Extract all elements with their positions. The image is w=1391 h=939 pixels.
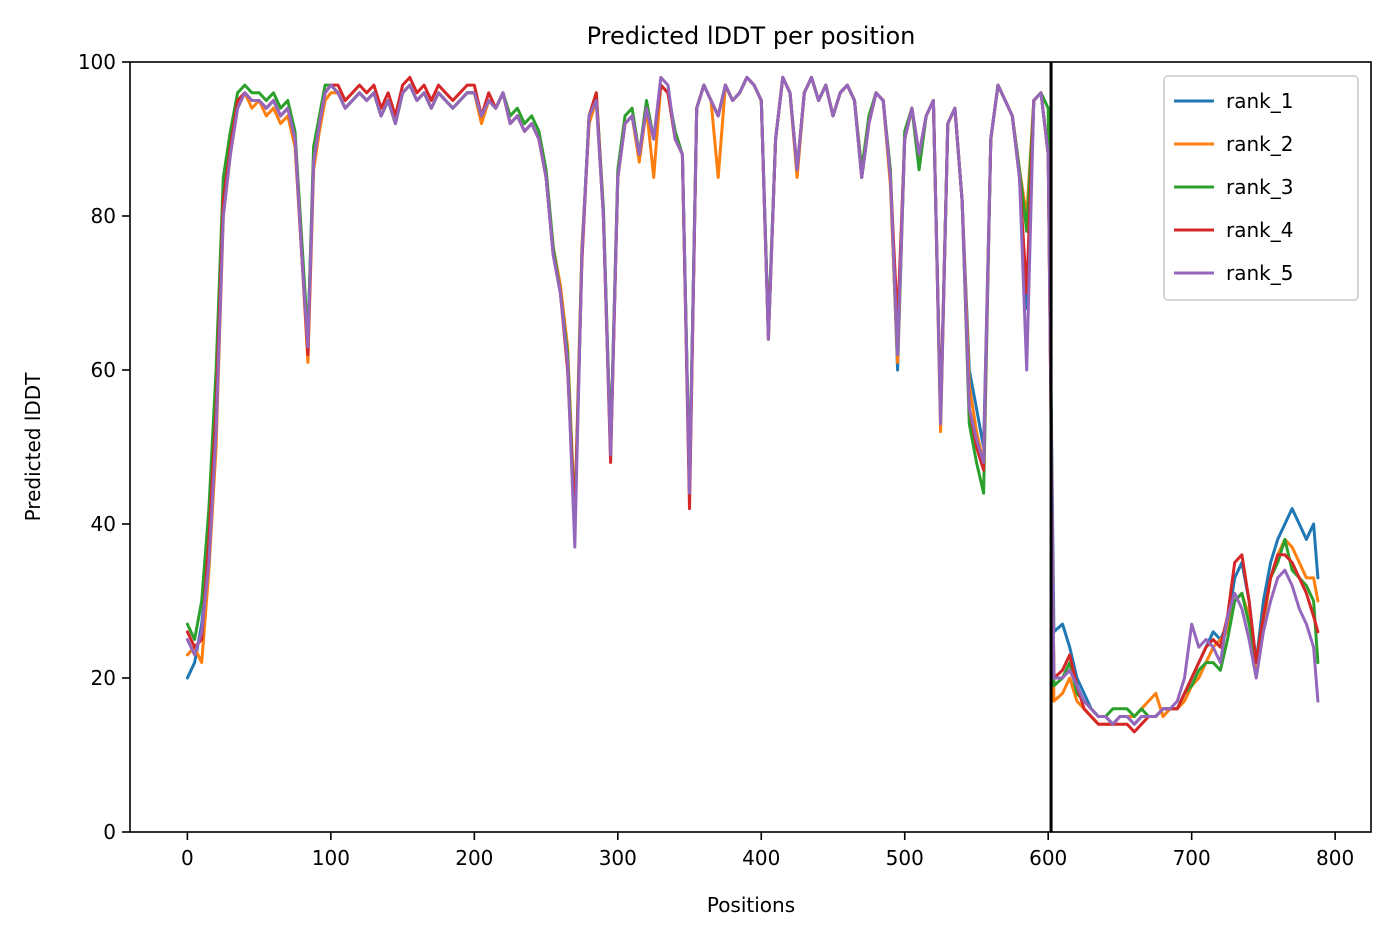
x-axis-label: Positions [707, 893, 795, 917]
y-tick-label: 20 [91, 666, 116, 690]
series-line-rank-1 [185, 75, 1320, 726]
y-axis-label: Predicted lDDT [21, 372, 45, 522]
legend-label: rank_5 [1226, 261, 1293, 285]
legend-label: rank_2 [1226, 132, 1293, 156]
series-group [185, 75, 1320, 734]
y-tick-label: 40 [91, 512, 116, 536]
chart-title: Predicted lDDT per position [587, 22, 916, 50]
series-line-rank-2 [185, 75, 1320, 726]
legend-box [1163, 75, 1359, 301]
legend: rank_1 rank_2 rank_3 rank_4 rank_5 [1163, 75, 1359, 301]
x-tick-label: 700 [1173, 846, 1211, 870]
x-tick-label: 400 [742, 846, 780, 870]
plot-frame [129, 61, 1372, 833]
legend-label: rank_4 [1226, 218, 1293, 242]
series-line-rank-3 [185, 75, 1320, 718]
legend-label: rank_3 [1226, 175, 1293, 199]
series-line-rank-4 [185, 75, 1320, 734]
x-tick-label: 100 [312, 846, 350, 870]
y-tick-label: 0 [103, 820, 116, 844]
x-tick-label: 300 [599, 846, 637, 870]
x-tick-label: 200 [455, 846, 493, 870]
x-tick-label: 500 [886, 846, 924, 870]
y-tick-label: 100 [78, 50, 116, 74]
y-tick-label: 80 [91, 204, 116, 228]
x-tick-label: 800 [1316, 846, 1354, 870]
y-tick-label: 60 [91, 358, 116, 382]
x-tick-label: 0 [181, 846, 194, 870]
x-tick-label: 600 [1029, 846, 1067, 870]
series-line-rank-5 [185, 75, 1320, 726]
plot-area: 0 100 200 300 400 500 600 700 800 0 20 40 60 80 100 ran… [78, 50, 1372, 870]
legend-label: rank_1 [1226, 89, 1293, 113]
